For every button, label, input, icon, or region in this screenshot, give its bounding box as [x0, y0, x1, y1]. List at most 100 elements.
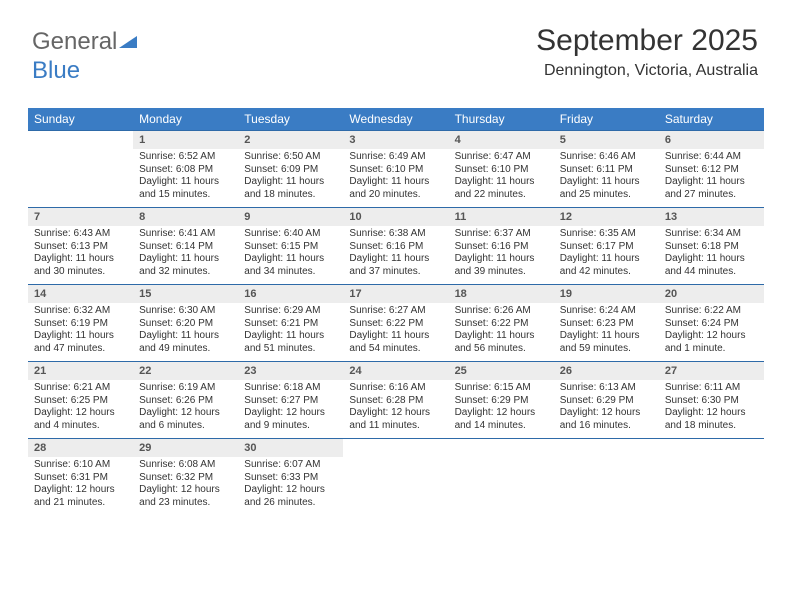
- day-number-cell: 18: [449, 285, 554, 304]
- daylight-line: Daylight: 11 hours and 15 minutes.: [139, 176, 232, 201]
- daylight-line: Daylight: 11 hours and 37 minutes.: [349, 253, 442, 278]
- daylight-line: Daylight: 11 hours and 42 minutes.: [560, 253, 653, 278]
- day-detail-cell: Sunrise: 6:24 AMSunset: 6:23 PMDaylight:…: [554, 303, 659, 362]
- sunset-line: Sunset: 6:18 PM: [665, 241, 758, 254]
- daylight-line: Daylight: 11 hours and 27 minutes.: [665, 176, 758, 201]
- day-number-cell: 8: [133, 208, 238, 227]
- day-number-cell: 5: [554, 131, 659, 150]
- sunrise-line: Sunrise: 6:32 AM: [34, 305, 127, 318]
- sunset-line: Sunset: 6:13 PM: [34, 241, 127, 254]
- daylight-line: Daylight: 11 hours and 59 minutes.: [560, 330, 653, 355]
- sunset-line: Sunset: 6:29 PM: [455, 395, 548, 408]
- sunset-line: Sunset: 6:17 PM: [560, 241, 653, 254]
- sunrise-line: Sunrise: 6:18 AM: [244, 382, 337, 395]
- sunrise-line: Sunrise: 6:30 AM: [139, 305, 232, 318]
- sunrise-line: Sunrise: 6:47 AM: [455, 151, 548, 164]
- daylight-line: Daylight: 11 hours and 34 minutes.: [244, 253, 337, 278]
- daylight-line: Daylight: 12 hours and 26 minutes.: [244, 484, 337, 509]
- sunrise-line: Sunrise: 6:41 AM: [139, 228, 232, 241]
- logo-triangle-icon: [119, 29, 141, 57]
- sunset-line: Sunset: 6:16 PM: [349, 241, 442, 254]
- daylight-line: Daylight: 11 hours and 30 minutes.: [34, 253, 127, 278]
- daylight-line: Daylight: 12 hours and 11 minutes.: [349, 407, 442, 432]
- day-detail-cell: Sunrise: 6:34 AMSunset: 6:18 PMDaylight:…: [659, 226, 764, 285]
- sunrise-line: Sunrise: 6:37 AM: [455, 228, 548, 241]
- day-detail-cell: Sunrise: 6:10 AMSunset: 6:31 PMDaylight:…: [28, 457, 133, 515]
- daylight-line: Daylight: 12 hours and 23 minutes.: [139, 484, 232, 509]
- daylight-line: Daylight: 12 hours and 21 minutes.: [34, 484, 127, 509]
- day-number-cell: 13: [659, 208, 764, 227]
- sunrise-line: Sunrise: 6:16 AM: [349, 382, 442, 395]
- sunset-line: Sunset: 6:09 PM: [244, 164, 337, 177]
- day-number-cell: 3: [343, 131, 448, 150]
- daylight-line: Daylight: 11 hours and 44 minutes.: [665, 253, 758, 278]
- sunset-line: Sunset: 6:19 PM: [34, 318, 127, 331]
- daylight-line: Daylight: 11 hours and 51 minutes.: [244, 330, 337, 355]
- sunrise-line: Sunrise: 6:08 AM: [139, 459, 232, 472]
- day-number-cell: 21: [28, 362, 133, 381]
- day-number-cell: 16: [238, 285, 343, 304]
- sunset-line: Sunset: 6:30 PM: [665, 395, 758, 408]
- day-detail-cell: Sunrise: 6:13 AMSunset: 6:29 PMDaylight:…: [554, 380, 659, 439]
- day-detail-cell: Sunrise: 6:22 AMSunset: 6:24 PMDaylight:…: [659, 303, 764, 362]
- day-number-cell: [659, 439, 764, 458]
- day-detail-cell: Sunrise: 6:44 AMSunset: 6:12 PMDaylight:…: [659, 149, 764, 208]
- daylight-line: Daylight: 12 hours and 4 minutes.: [34, 407, 127, 432]
- day-number-row: 21222324252627: [28, 362, 764, 381]
- daylight-line: Daylight: 12 hours and 18 minutes.: [665, 407, 758, 432]
- sunrise-line: Sunrise: 6:11 AM: [665, 382, 758, 395]
- day-detail-cell: Sunrise: 6:21 AMSunset: 6:25 PMDaylight:…: [28, 380, 133, 439]
- day-number-cell: 4: [449, 131, 554, 150]
- sunset-line: Sunset: 6:28 PM: [349, 395, 442, 408]
- day-detail-cell: Sunrise: 6:37 AMSunset: 6:16 PMDaylight:…: [449, 226, 554, 285]
- logo-text-2: Blue: [32, 57, 80, 84]
- day-detail-cell: Sunrise: 6:16 AMSunset: 6:28 PMDaylight:…: [343, 380, 448, 439]
- day-detail-cell: Sunrise: 6:29 AMSunset: 6:21 PMDaylight:…: [238, 303, 343, 362]
- day-detail-cell: Sunrise: 6:26 AMSunset: 6:22 PMDaylight:…: [449, 303, 554, 362]
- day-detail-cell: Sunrise: 6:46 AMSunset: 6:11 PMDaylight:…: [554, 149, 659, 208]
- daylight-line: Daylight: 12 hours and 14 minutes.: [455, 407, 548, 432]
- day-detail-cell: Sunrise: 6:30 AMSunset: 6:20 PMDaylight:…: [133, 303, 238, 362]
- location: Dennington, Victoria, Australia: [536, 62, 758, 80]
- sunset-line: Sunset: 6:16 PM: [455, 241, 548, 254]
- sunrise-line: Sunrise: 6:26 AM: [455, 305, 548, 318]
- day-detail-cell: [449, 457, 554, 515]
- weekday-header: Thursday: [449, 108, 554, 131]
- day-detail-cell: Sunrise: 6:11 AMSunset: 6:30 PMDaylight:…: [659, 380, 764, 439]
- day-number-cell: 22: [133, 362, 238, 381]
- day-detail-cell: Sunrise: 6:18 AMSunset: 6:27 PMDaylight:…: [238, 380, 343, 439]
- day-detail-cell: [659, 457, 764, 515]
- sunrise-line: Sunrise: 6:44 AM: [665, 151, 758, 164]
- day-number-cell: 25: [449, 362, 554, 381]
- day-number-cell: 24: [343, 362, 448, 381]
- sunset-line: Sunset: 6:31 PM: [34, 472, 127, 485]
- sunrise-line: Sunrise: 6:46 AM: [560, 151, 653, 164]
- day-detail-cell: Sunrise: 6:38 AMSunset: 6:16 PMDaylight:…: [343, 226, 448, 285]
- day-number-row: 78910111213: [28, 208, 764, 227]
- sunset-line: Sunset: 6:23 PM: [560, 318, 653, 331]
- day-detail-cell: [28, 149, 133, 208]
- sunrise-line: Sunrise: 6:50 AM: [244, 151, 337, 164]
- day-number-cell: 10: [343, 208, 448, 227]
- day-number-cell: 14: [28, 285, 133, 304]
- sunset-line: Sunset: 6:14 PM: [139, 241, 232, 254]
- day-number-cell: 29: [133, 439, 238, 458]
- day-detail-cell: Sunrise: 6:43 AMSunset: 6:13 PMDaylight:…: [28, 226, 133, 285]
- sunset-line: Sunset: 6:20 PM: [139, 318, 232, 331]
- sunrise-line: Sunrise: 6:49 AM: [349, 151, 442, 164]
- day-detail-cell: Sunrise: 6:32 AMSunset: 6:19 PMDaylight:…: [28, 303, 133, 362]
- day-detail-cell: Sunrise: 6:19 AMSunset: 6:26 PMDaylight:…: [133, 380, 238, 439]
- daylight-line: Daylight: 11 hours and 22 minutes.: [455, 176, 548, 201]
- sunset-line: Sunset: 6:27 PM: [244, 395, 337, 408]
- sunrise-line: Sunrise: 6:19 AM: [139, 382, 232, 395]
- sunrise-line: Sunrise: 6:35 AM: [560, 228, 653, 241]
- sunrise-line: Sunrise: 6:40 AM: [244, 228, 337, 241]
- sunset-line: Sunset: 6:26 PM: [139, 395, 232, 408]
- daylight-line: Daylight: 11 hours and 39 minutes.: [455, 253, 548, 278]
- day-detail-cell: Sunrise: 6:07 AMSunset: 6:33 PMDaylight:…: [238, 457, 343, 515]
- weekday-header: Saturday: [659, 108, 764, 131]
- daylight-line: Daylight: 11 hours and 20 minutes.: [349, 176, 442, 201]
- day-number-cell: 20: [659, 285, 764, 304]
- day-number-cell: 12: [554, 208, 659, 227]
- day-number-cell: 7: [28, 208, 133, 227]
